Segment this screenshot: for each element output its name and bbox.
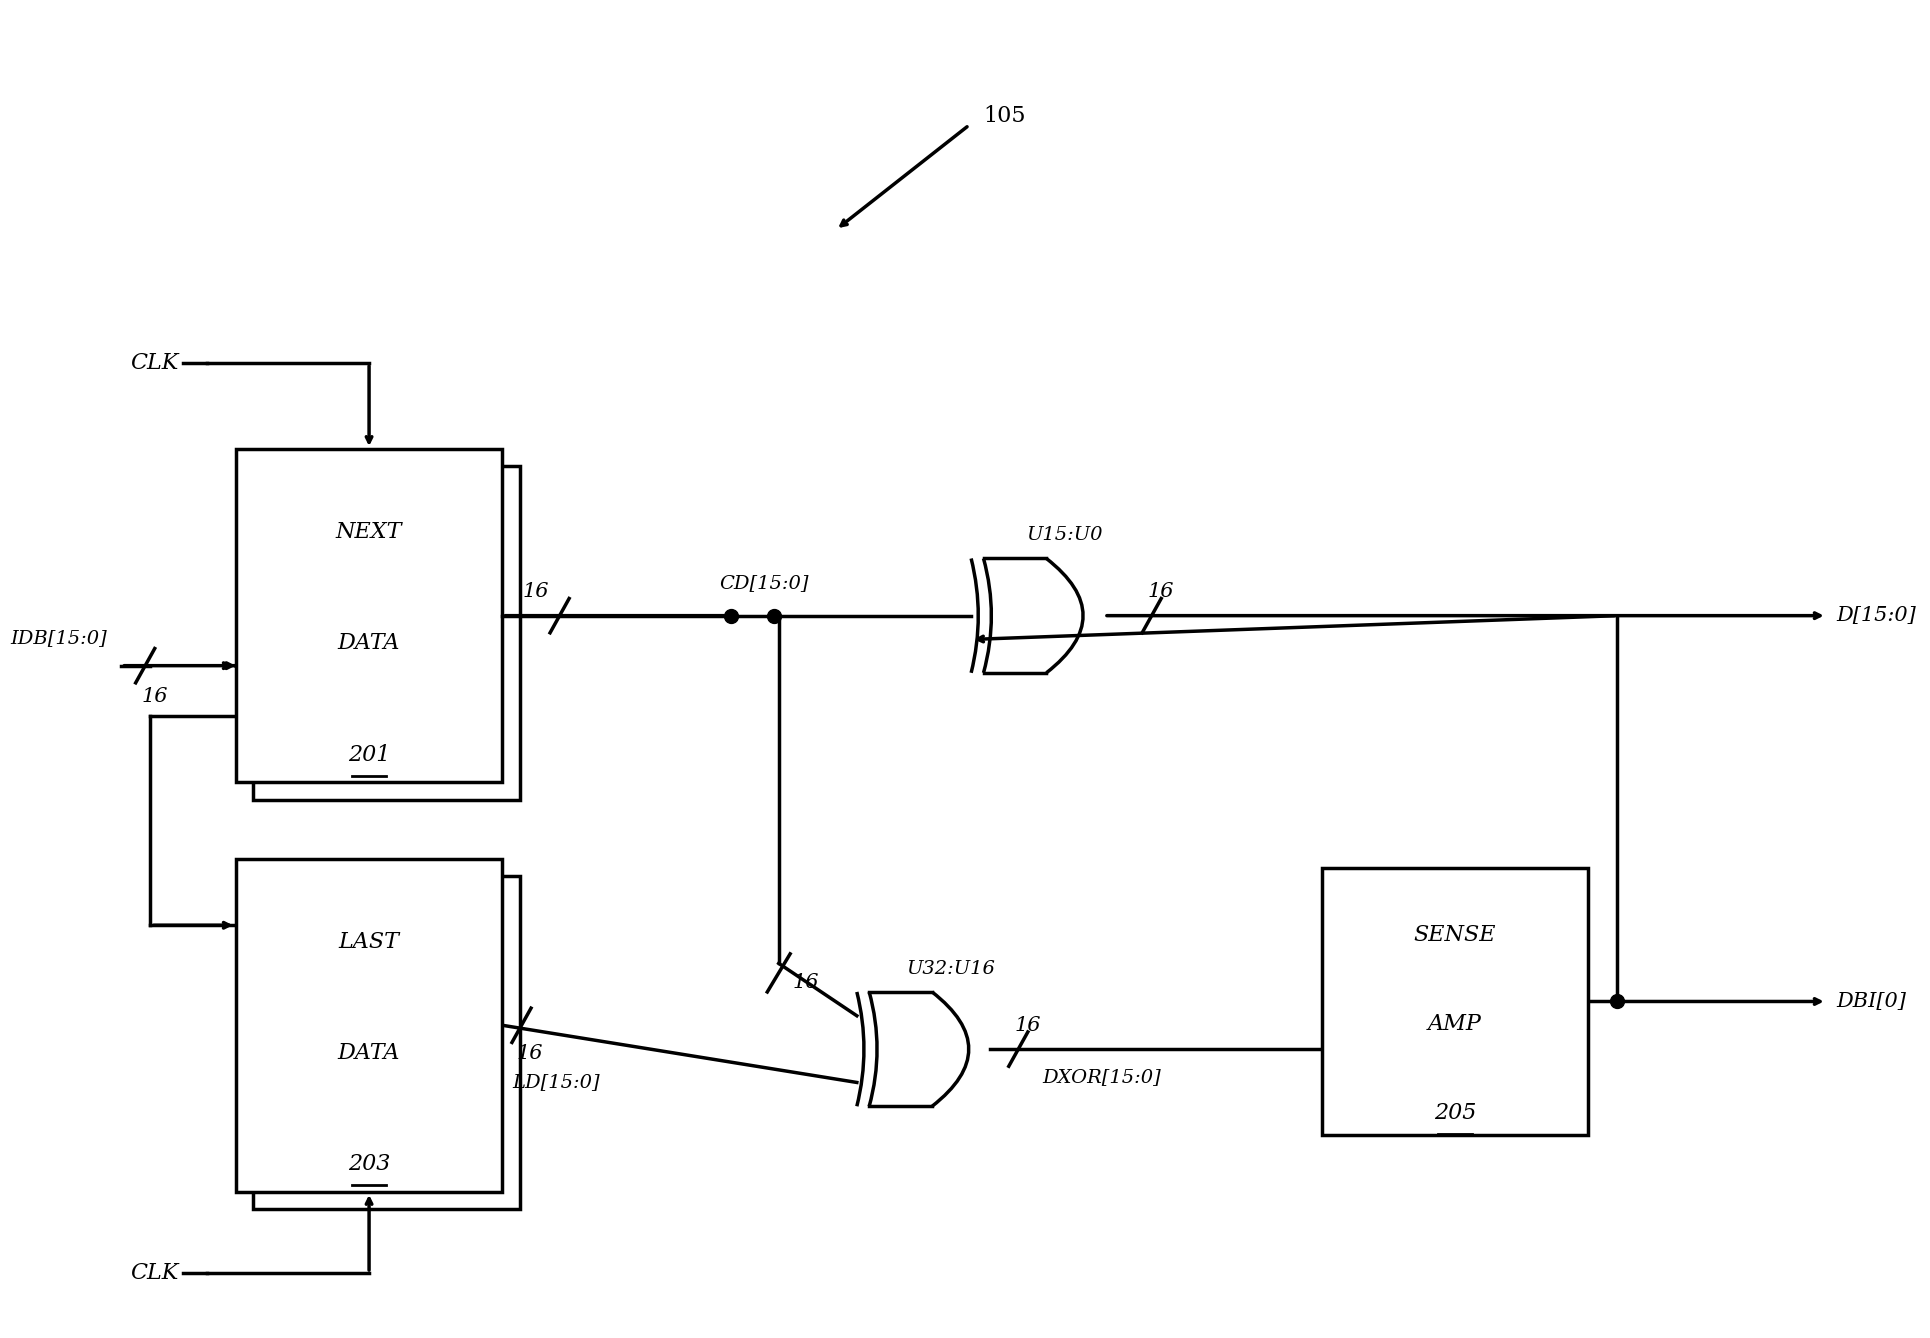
Text: LAST: LAST bbox=[338, 931, 400, 953]
Bar bbox=[1320, 868, 1588, 1135]
Text: 203: 203 bbox=[347, 1153, 390, 1175]
Text: D[15:0]: D[15:0] bbox=[1835, 606, 1915, 625]
Text: DATA: DATA bbox=[338, 1042, 400, 1064]
Text: 16: 16 bbox=[517, 1045, 542, 1064]
Bar bbox=[235, 450, 502, 783]
Text: SENSE: SENSE bbox=[1413, 923, 1496, 946]
Text: 16: 16 bbox=[1146, 582, 1173, 601]
Text: 201: 201 bbox=[347, 744, 390, 765]
Text: CLK: CLK bbox=[131, 352, 179, 375]
Bar bbox=[235, 859, 502, 1192]
Text: CD[15:0]: CD[15:0] bbox=[720, 574, 809, 591]
Text: 16: 16 bbox=[523, 582, 548, 601]
Text: AMP: AMP bbox=[1428, 1013, 1480, 1034]
Text: CLK: CLK bbox=[131, 1262, 179, 1284]
Bar bbox=[253, 876, 519, 1210]
Text: NEXT: NEXT bbox=[336, 522, 401, 543]
Text: 205: 205 bbox=[1434, 1101, 1476, 1124]
Text: IDB[15:0]: IDB[15:0] bbox=[10, 629, 106, 646]
Text: 16: 16 bbox=[141, 686, 168, 705]
Text: DBI[0]: DBI[0] bbox=[1835, 991, 1905, 1012]
Text: U32:U16: U32:U16 bbox=[905, 959, 994, 978]
Text: DXOR[15:0]: DXOR[15:0] bbox=[1042, 1068, 1160, 1086]
Text: DATA: DATA bbox=[338, 633, 400, 654]
Text: LD[15:0]: LD[15:0] bbox=[511, 1073, 600, 1090]
Bar bbox=[253, 466, 519, 800]
Text: 16: 16 bbox=[1013, 1016, 1040, 1034]
Text: U15:U0: U15:U0 bbox=[1025, 526, 1102, 545]
Text: 105: 105 bbox=[982, 104, 1025, 127]
Text: 16: 16 bbox=[793, 973, 818, 991]
